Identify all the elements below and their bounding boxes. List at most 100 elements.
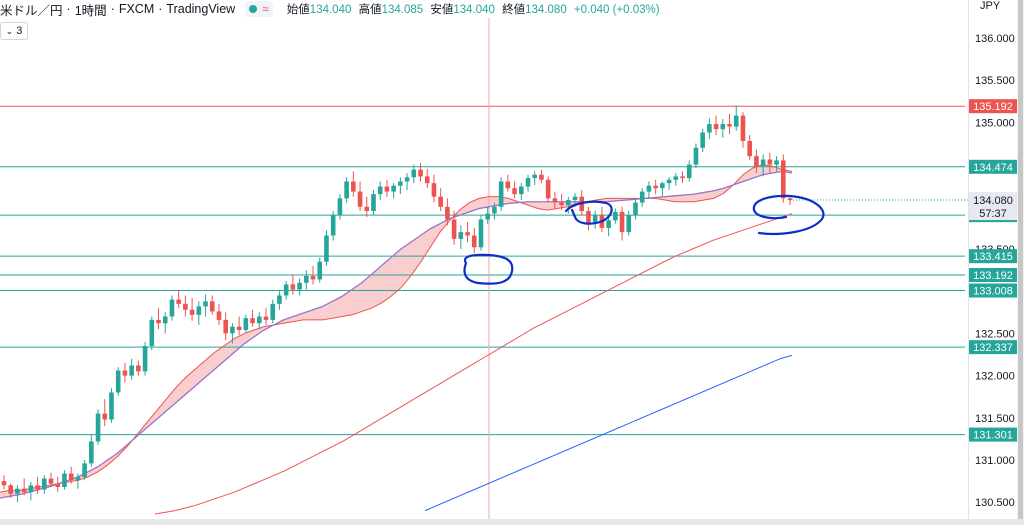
candle[interactable] [586,206,591,231]
candle[interactable] [727,113,732,135]
candle[interactable] [639,188,645,207]
candle[interactable] [223,312,228,341]
candle[interactable] [720,119,726,138]
candle[interactable] [613,208,618,224]
candle[interactable] [713,115,719,136]
candle[interactable] [451,211,457,245]
candle[interactable] [398,177,403,195]
candle[interactable] [89,434,94,467]
candle[interactable] [733,105,739,131]
candle[interactable] [351,171,356,197]
candle[interactable] [250,309,255,327]
candle[interactable] [310,265,316,285]
candle[interactable] [290,274,296,295]
candle[interactable] [747,135,752,161]
candle[interactable] [129,358,134,380]
candle[interactable] [660,181,665,197]
candle[interactable] [317,257,323,283]
candle[interactable] [95,409,101,445]
candle[interactable] [438,188,443,212]
candle[interactable] [377,181,383,201]
candle[interactable] [626,211,632,236]
candle[interactable] [666,177,672,190]
candle[interactable] [391,183,396,199]
candle[interactable] [8,483,14,498]
candle[interactable] [357,181,363,212]
candle[interactable] [458,225,464,249]
bottom-scrollbar[interactable] [0,519,1024,525]
candle[interactable] [646,181,652,199]
candle[interactable] [465,221,470,243]
candle[interactable] [518,183,524,201]
price-axis[interactable] [968,0,1024,525]
candle[interactable] [304,270,309,290]
candle[interactable] [256,312,262,330]
candle[interactable] [545,176,551,203]
candle[interactable] [686,160,692,182]
currency-label[interactable]: JPY [980,0,1001,12]
candle[interactable] [411,164,417,184]
candle[interactable] [55,476,61,493]
candle[interactable] [559,194,564,211]
candle[interactable] [189,297,195,321]
indicator-toggle[interactable]: ⌄ 3 [0,22,28,40]
candle[interactable] [68,466,74,484]
candle[interactable] [418,162,423,182]
candle[interactable] [478,215,484,251]
candle[interactable] [263,308,269,325]
candle[interactable] [270,299,276,324]
candle[interactable] [162,312,168,334]
candle[interactable] [384,179,390,197]
candle[interactable] [552,191,558,209]
candle[interactable] [142,341,148,376]
candle[interactable] [680,171,685,184]
candle[interactable] [539,169,544,184]
candle[interactable] [445,198,450,226]
candle[interactable] [525,174,531,192]
candle[interactable] [512,181,517,199]
candle[interactable] [330,211,336,241]
interval[interactable]: 1時間 [74,3,107,18]
candle[interactable] [82,460,87,481]
candle[interactable] [471,227,477,254]
candle[interactable] [498,177,504,212]
candle[interactable] [102,399,108,427]
candle[interactable] [619,206,625,241]
candle[interactable] [754,149,759,174]
candle[interactable] [566,196,571,214]
candle[interactable] [780,154,786,203]
candle[interactable] [216,303,222,325]
candle[interactable] [1,475,7,490]
candle[interactable] [230,323,235,344]
candle[interactable] [774,156,779,172]
candle[interactable] [209,295,215,315]
candle[interactable] [606,215,611,237]
candle[interactable] [364,196,370,217]
candle[interactable] [169,295,175,321]
candle[interactable] [283,281,289,300]
candle[interactable] [673,173,679,186]
candle[interactable] [693,143,699,168]
candle[interactable] [492,202,497,220]
candle[interactable] [633,198,638,220]
candle[interactable] [431,174,437,203]
candle[interactable] [700,129,705,152]
candle[interactable] [243,314,249,334]
candle[interactable] [196,301,202,325]
candle[interactable] [337,194,343,220]
candle[interactable] [760,154,766,177]
candle[interactable] [136,360,141,376]
horizontal-levels[interactable] [0,105,968,436]
candle[interactable] [35,476,40,494]
candle[interactable] [532,171,538,185]
candle[interactable] [297,278,302,296]
candle[interactable] [485,206,490,224]
candle[interactable] [28,481,34,501]
candle[interactable] [344,177,349,203]
candle[interactable] [109,388,114,423]
candle[interactable] [149,316,155,351]
candle[interactable] [42,475,47,494]
candle[interactable] [15,485,20,503]
candle[interactable] [236,316,242,336]
